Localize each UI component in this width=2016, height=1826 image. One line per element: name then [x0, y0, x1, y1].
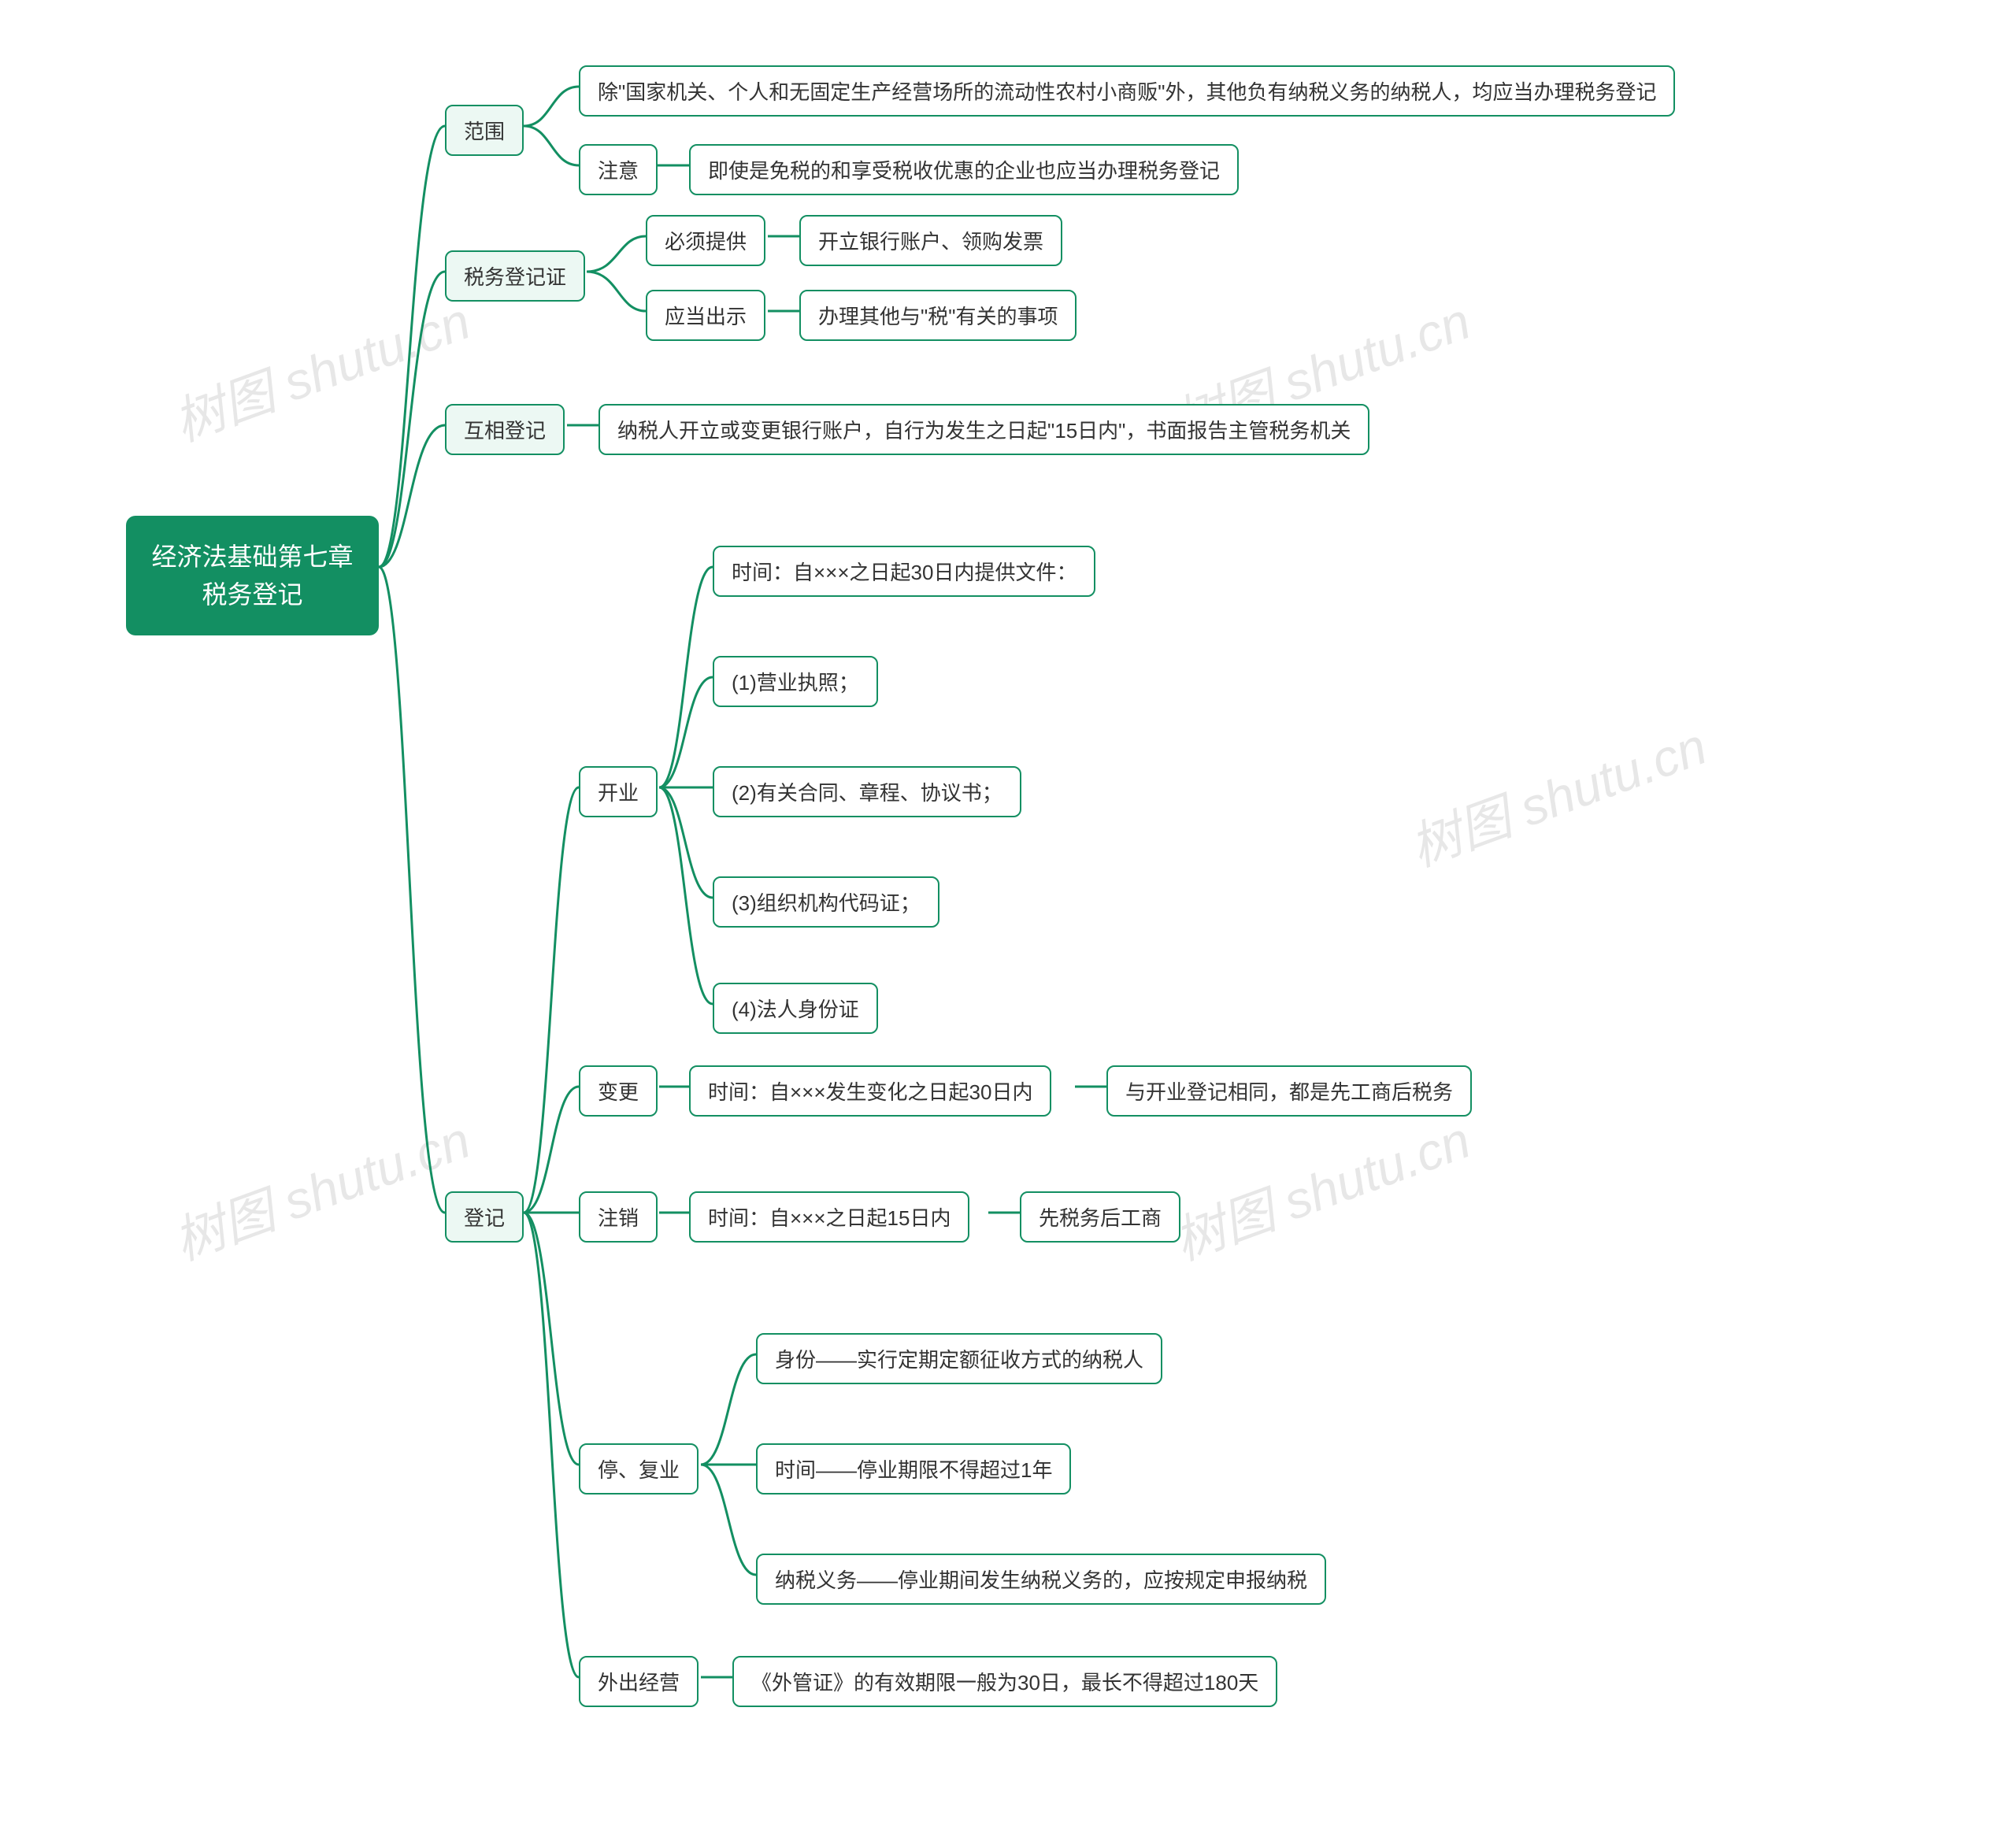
- leaf-scope-note-text: 即使是免税的和享受税收优惠的企业也应当办理税务登记: [689, 144, 1239, 195]
- leaf-scope-main: 除"国家机关、个人和无固定生产经营场所的流动性农村小商贩"外，其他负有纳税义务的…: [579, 65, 1675, 117]
- leaf-must-provide-text: 开立银行账户、领购发票: [799, 215, 1062, 266]
- leaf-should-show-text: 办理其他与"税"有关的事项: [799, 290, 1077, 341]
- branch-suspend: 停、复业: [579, 1443, 699, 1495]
- branch-open: 开业: [579, 766, 658, 817]
- leaf-cancel-time: 时间：自×××之日起15日内: [689, 1191, 969, 1243]
- branch-must-provide: 必须提供: [646, 215, 765, 266]
- root-line2: 税务登记: [152, 576, 354, 613]
- branch-mutual-reg: 互相登记: [445, 404, 565, 455]
- leaf-suspend-duty: 纳税义务——停业期间发生纳税义务的，应按规定申报纳税: [756, 1554, 1326, 1605]
- leaf-mutual-reg-text: 纳税人开立或变更银行账户，自行为发生之日起"15日内"，书面报告主管税务机关: [598, 404, 1369, 455]
- branch-registration: 登记: [445, 1191, 524, 1243]
- leaf-change-time: 时间：自×××发生变化之日起30日内: [689, 1065, 1051, 1117]
- leaf-out-biz-text: 《外管证》的有效期限一般为30日，最长不得超过180天: [732, 1656, 1277, 1707]
- leaf-change-note: 与开业登记相同，都是先工商后税务: [1106, 1065, 1472, 1117]
- leaf-cancel-order: 先税务后工商: [1020, 1191, 1180, 1243]
- branch-scope-note: 注意: [579, 144, 658, 195]
- root-line1: 经济法基础第七章: [152, 538, 354, 576]
- branch-scope: 范围: [445, 105, 524, 156]
- watermark: 树图 shutu.cn: [162, 280, 479, 455]
- branch-tax-cert: 税务登记证: [445, 250, 585, 302]
- branch-cancel: 注销: [579, 1191, 658, 1243]
- leaf-open-doc1: (1)营业执照；: [713, 656, 878, 707]
- leaf-open-doc2: (2)有关合同、章程、协议书；: [713, 766, 1021, 817]
- connector-lines: [0, 0, 2016, 1826]
- branch-out-biz: 外出经营: [579, 1656, 699, 1707]
- leaf-open-doc4: (4)法人身份证: [713, 983, 878, 1034]
- leaf-open-time: 时间：自×××之日起30日内提供文件：: [713, 546, 1095, 597]
- branch-change: 变更: [579, 1065, 658, 1117]
- watermark: 树图 shutu.cn: [1399, 705, 1715, 880]
- leaf-suspend-id: 身份——实行定期定额征收方式的纳税人: [756, 1333, 1162, 1384]
- mindmap-canvas: 树图 shutu.cn 树图 shutu.cn 树图 shutu.cn 树图 s…: [0, 0, 2016, 1826]
- root-node: 经济法基础第七章 税务登记: [126, 516, 379, 635]
- watermark: 树图 shutu.cn: [162, 1098, 479, 1274]
- watermark: 树图 shutu.cn: [1162, 1098, 1479, 1274]
- leaf-suspend-time: 时间——停业期限不得超过1年: [756, 1443, 1071, 1495]
- leaf-open-doc3: (3)组织机构代码证；: [713, 876, 939, 928]
- branch-should-show: 应当出示: [646, 290, 765, 341]
